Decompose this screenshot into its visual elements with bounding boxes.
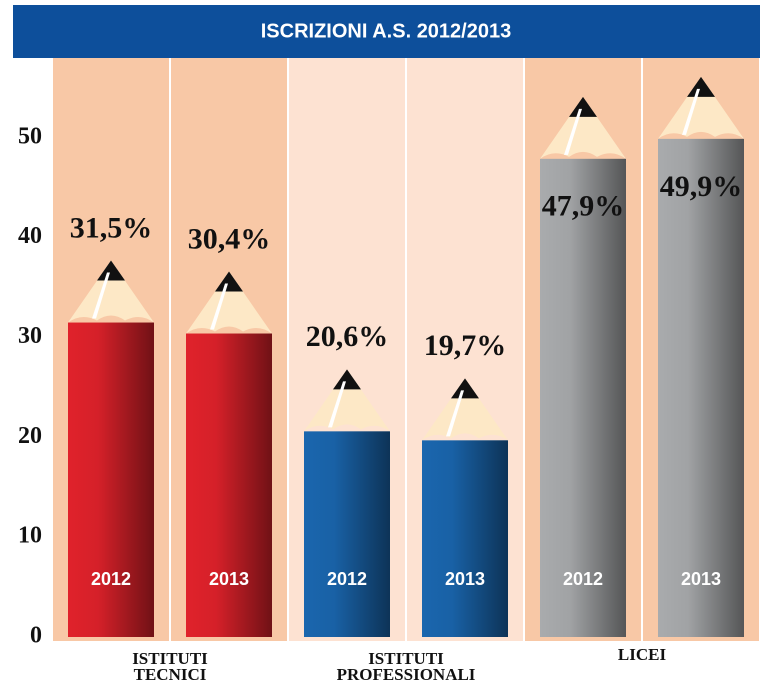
x-group-label: ISTITUTI (132, 649, 208, 668)
bar-shading (658, 138, 744, 637)
pencil-lead (97, 260, 125, 281)
series-label: 2012 (327, 569, 367, 589)
pencil-wood (658, 76, 744, 139)
y-tick-label: 40 (18, 223, 42, 249)
pencil-wood (304, 369, 390, 432)
pencil-lead (333, 369, 361, 390)
pencil-wood (186, 271, 272, 334)
y-tick-label: 20 (18, 423, 42, 449)
y-tick-label: 30 (18, 323, 42, 349)
value-label: 49,9% (660, 170, 743, 203)
title-bar (13, 5, 760, 58)
x-group-label: TECNICI (134, 665, 207, 684)
pencil-wood (422, 378, 508, 441)
series-label: 2013 (209, 569, 249, 589)
series-label: 2013 (445, 569, 485, 589)
series-label: 2012 (563, 569, 603, 589)
bar-shading (68, 322, 154, 637)
series-label: 2013 (681, 569, 721, 589)
pencil-lead (687, 76, 715, 97)
pencil-lead (215, 271, 243, 292)
chart-title: ISCRIZIONI A.S. 2012/2013 (261, 20, 511, 42)
pencil-highlight (446, 390, 464, 437)
pencil-highlight (682, 88, 700, 135)
value-label: 47,9% (542, 190, 625, 223)
pencil-highlight (210, 283, 228, 330)
value-label: 20,6% (306, 320, 389, 353)
pencil-highlight (92, 272, 110, 319)
pencil-highlight (328, 381, 346, 428)
value-label: 30,4% (188, 222, 271, 255)
pencil-lead (569, 96, 597, 117)
series-label: 2012 (91, 569, 131, 589)
y-tick-label: 10 (18, 523, 42, 549)
pencil-wood (540, 96, 626, 159)
pencil-wood (68, 260, 154, 323)
value-label: 31,5% (70, 211, 153, 244)
pencil-highlight (564, 108, 582, 155)
x-group-label: ISTITUTI (368, 649, 444, 668)
bar-shading (304, 431, 390, 637)
bar-shading (422, 440, 508, 637)
x-group-label: LICEI (618, 645, 667, 664)
y-tick-label: 50 (18, 123, 42, 149)
y-tick-label: 0 (30, 623, 42, 649)
pencil-lead (451, 378, 479, 399)
x-group-label: PROFESSIONALI (337, 665, 476, 684)
bar-shading (186, 333, 272, 637)
value-label: 19,7% (424, 329, 507, 362)
bar-shading (540, 158, 626, 637)
